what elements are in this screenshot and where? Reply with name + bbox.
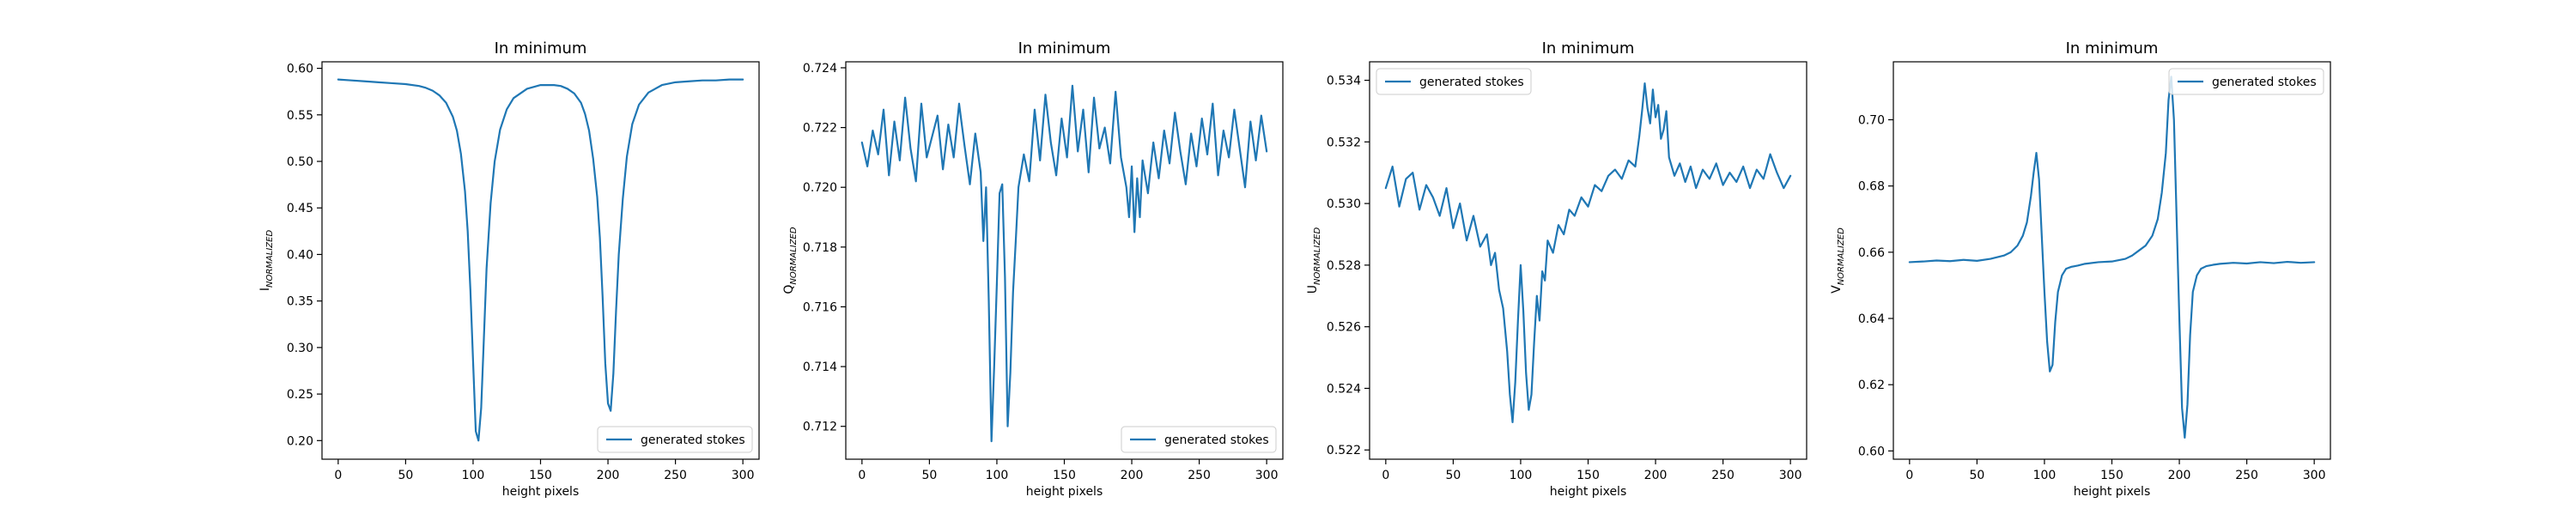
series-line-generated-stokes bbox=[860, 84, 1268, 443]
x-tick-label: 300 bbox=[2303, 469, 2326, 482]
y-axis-label-subscript: NORMALIZED bbox=[789, 227, 799, 284]
x-tick-label: 300 bbox=[732, 469, 755, 482]
x-tick-label: 200 bbox=[597, 469, 620, 482]
x-tick-label: 200 bbox=[1644, 469, 1668, 482]
x-tick-label: 250 bbox=[1188, 469, 1211, 482]
y-axis-label: INORMALIZED bbox=[258, 230, 275, 292]
series-line-generated-stokes bbox=[337, 78, 744, 442]
y-tick-label: 0.30 bbox=[287, 342, 313, 355]
y-tick-label: 0.60 bbox=[1858, 445, 1885, 458]
x-tick-label: 150 bbox=[529, 469, 552, 482]
legend-box bbox=[1121, 426, 1277, 453]
y-tick-label: 0.64 bbox=[1858, 312, 1885, 326]
legend: generated stokes bbox=[1376, 68, 1532, 95]
y-axis-label-main: Q bbox=[782, 285, 796, 294]
subplot-title: In minimum bbox=[2066, 39, 2159, 58]
y-axis-label-main: U bbox=[1306, 285, 1320, 294]
x-tick-label: 250 bbox=[664, 469, 687, 482]
x-tick-label: 150 bbox=[1053, 469, 1076, 482]
legend-box bbox=[2168, 68, 2324, 95]
x-tick-label: 50 bbox=[398, 469, 413, 482]
y-tick-label: 0.716 bbox=[803, 300, 837, 314]
x-axis-label: height pixels bbox=[502, 485, 580, 499]
y-tick-label: 0.528 bbox=[1327, 259, 1361, 273]
x-tick-label: 0 bbox=[1905, 469, 1913, 482]
series-line-generated-stokes bbox=[1908, 76, 2316, 439]
legend-label: generated stokes bbox=[1164, 433, 1269, 447]
x-tick-label: 150 bbox=[2100, 469, 2123, 482]
x-tick-label: 0 bbox=[1382, 469, 1389, 482]
y-tick-label: 0.50 bbox=[287, 155, 313, 169]
legend-box bbox=[597, 426, 753, 453]
y-tick-label: 0.532 bbox=[1327, 136, 1361, 149]
x-tick-label: 100 bbox=[1510, 469, 1533, 482]
x-tick-label: 50 bbox=[921, 469, 937, 482]
y-axis-label: QNORMALIZED bbox=[782, 227, 799, 294]
x-tick-label: 300 bbox=[1779, 469, 1802, 482]
series-line-generated-stokes bbox=[1384, 82, 1792, 424]
y-tick-label: 0.62 bbox=[1858, 379, 1885, 392]
subplot-title: In minimum bbox=[1542, 39, 1635, 58]
y-axis-label-main: V bbox=[1830, 285, 1844, 294]
y-tick-label: 0.70 bbox=[1858, 114, 1885, 128]
y-tick-label: 0.718 bbox=[803, 241, 837, 255]
legend-box bbox=[1376, 68, 1532, 95]
subplot-3: In minimum 0 50 100 150 200 250 300 0.522 0.524 0.… bbox=[1306, 39, 1807, 499]
subplot-title: In minimum bbox=[495, 39, 587, 58]
y-tick-label: 0.720 bbox=[803, 181, 837, 195]
x-axis-label: height pixels bbox=[2074, 485, 2151, 499]
legend-label: generated stokes bbox=[1419, 76, 1524, 89]
legend: generated stokes bbox=[2168, 68, 2324, 95]
y-tick-label: 0.66 bbox=[1858, 246, 1885, 260]
x-tick-label: 300 bbox=[1255, 469, 1279, 482]
subplot-title: In minimum bbox=[1018, 39, 1111, 58]
y-tick-label: 0.714 bbox=[803, 360, 837, 374]
x-tick-label: 100 bbox=[986, 469, 1009, 482]
y-tick-label: 0.522 bbox=[1327, 444, 1361, 457]
x-tick-label: 0 bbox=[858, 469, 866, 482]
x-tick-label: 100 bbox=[462, 469, 485, 482]
x-axis-label: height pixels bbox=[1550, 485, 1627, 499]
x-tick-label: 200 bbox=[2168, 469, 2191, 482]
y-tick-label: 0.524 bbox=[1327, 382, 1361, 396]
y-axis-label: UNORMALIZED bbox=[1306, 227, 1322, 294]
y-tick-label: 0.68 bbox=[1858, 180, 1885, 194]
x-tick-label: 50 bbox=[1969, 469, 1984, 482]
y-tick-label: 0.60 bbox=[287, 63, 313, 76]
subplot-1: In minimum 0 50 100 150 200 250 300 0.20 0.25 0.30… bbox=[258, 39, 760, 499]
y-axis-label-subscript: NORMALIZED bbox=[1313, 227, 1322, 285]
x-tick-label: 200 bbox=[1121, 469, 1144, 482]
y-tick-label: 0.712 bbox=[803, 421, 837, 434]
y-tick-label: 0.534 bbox=[1327, 75, 1361, 88]
y-tick-label: 0.526 bbox=[1327, 321, 1361, 335]
legend-label: generated stokes bbox=[641, 433, 745, 447]
x-tick-label: 250 bbox=[2235, 469, 2258, 482]
y-axis-label: VNORMALIZED bbox=[1830, 227, 1846, 294]
y-axis-label-subscript: NORMALIZED bbox=[265, 230, 275, 288]
x-tick-label: 0 bbox=[334, 469, 342, 482]
x-tick-label: 150 bbox=[1577, 469, 1600, 482]
y-tick-label: 0.722 bbox=[803, 122, 837, 136]
y-tick-label: 0.530 bbox=[1327, 197, 1361, 211]
y-tick-label: 0.25 bbox=[287, 388, 313, 402]
y-tick-label: 0.40 bbox=[287, 248, 313, 262]
x-tick-label: 50 bbox=[1445, 469, 1461, 482]
subplot-2: In minimum 0 50 100 150 200 250 300 0.712 0.714 0.… bbox=[782, 39, 1284, 499]
y-tick-label: 0.45 bbox=[287, 202, 313, 215]
y-tick-label: 0.724 bbox=[803, 62, 837, 76]
y-tick-label: 0.20 bbox=[287, 434, 313, 448]
subplot-4: In minimum 0 50 100 150 200 250 300 0.60 0.62 0.64… bbox=[1830, 39, 2331, 499]
y-tick-label: 0.35 bbox=[287, 295, 313, 309]
y-axis-label-main: I bbox=[258, 288, 272, 291]
x-tick-label: 250 bbox=[1711, 469, 1735, 482]
legend: generated stokes bbox=[1121, 426, 1277, 453]
y-axis-label-subscript: NORMALIZED bbox=[1837, 227, 1846, 285]
x-tick-label: 100 bbox=[2033, 469, 2057, 482]
legend-label: generated stokes bbox=[2212, 76, 2317, 89]
legend: generated stokes bbox=[597, 426, 753, 453]
x-axis-label: height pixels bbox=[1026, 485, 1103, 499]
y-tick-label: 0.55 bbox=[287, 109, 313, 123]
